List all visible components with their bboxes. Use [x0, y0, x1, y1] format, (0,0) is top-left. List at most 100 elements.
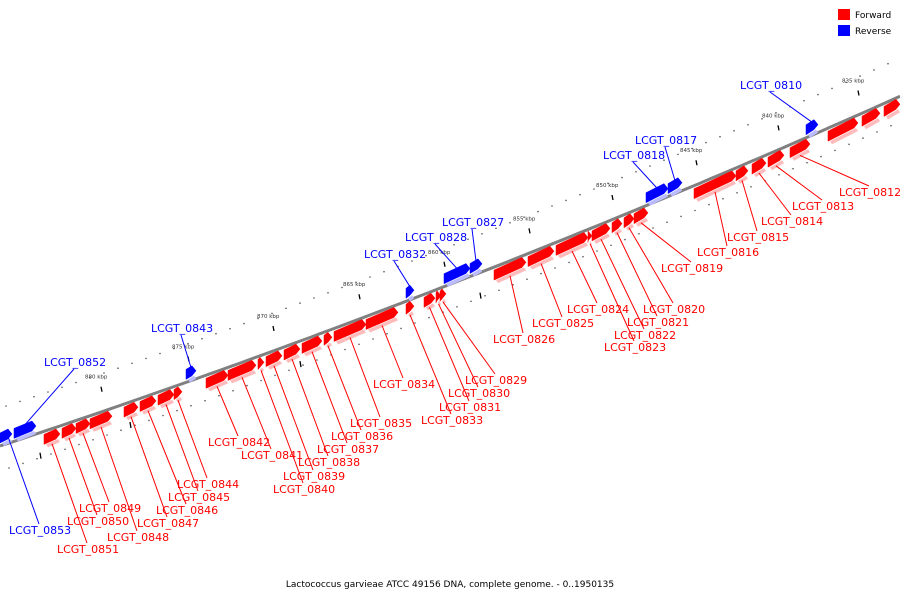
forward-gene[interactable] [173, 386, 183, 401]
forward-gene[interactable] [43, 428, 61, 445]
gene-label[interactable]: LCGT_0851 [57, 543, 119, 556]
forward-gene[interactable] [123, 401, 139, 418]
gene-label[interactable]: LCGT_0845 [168, 491, 230, 504]
gene-label[interactable]: LCGT_0812 [839, 186, 900, 199]
forward-gene[interactable] [611, 218, 623, 234]
forward-gene[interactable] [323, 331, 333, 346]
gene-label[interactable]: LCGT_0819 [661, 262, 723, 275]
gene-label[interactable]: LCGT_0848 [107, 531, 169, 544]
gene-label[interactable]: LCGT_0818 [603, 149, 665, 162]
scale-label: 845 kbp [680, 148, 703, 154]
gene-label[interactable]: LCGT_0823 [604, 341, 666, 354]
gene-label[interactable]: LCGT_0815 [727, 231, 789, 244]
forward-gene[interactable] [555, 232, 589, 256]
forward-gene[interactable] [751, 157, 767, 175]
gene-label[interactable]: LCGT_0841 [241, 449, 303, 462]
reverse-gene[interactable] [805, 119, 819, 136]
gene-label[interactable]: LCGT_0825 [532, 317, 594, 330]
gene-label[interactable]: LCGT_0824 [567, 303, 629, 316]
reverse-gene[interactable] [667, 177, 683, 195]
forward-gene[interactable] [591, 223, 611, 242]
gene-label[interactable]: LCGT_0844 [177, 478, 239, 491]
reverse-gene[interactable] [405, 284, 415, 299]
forward-gene[interactable] [493, 257, 527, 281]
gene-label[interactable]: LCGT_0814 [761, 215, 823, 228]
forward-gene[interactable] [89, 410, 113, 430]
forward-gene[interactable] [61, 423, 77, 439]
reverse-gene[interactable] [645, 183, 669, 204]
gene-label[interactable]: LCGT_0836 [331, 430, 393, 443]
gene-label[interactable]: LCGT_0839 [283, 470, 345, 483]
gene-label[interactable]: LCGT_0838 [298, 456, 360, 469]
forward-gene[interactable] [333, 319, 367, 342]
forward-gene[interactable] [883, 98, 900, 117]
gene-label[interactable]: LCGT_0826 [493, 333, 555, 346]
gene-label[interactable]: LCGT_0827 [442, 216, 504, 229]
gene-label[interactable]: LCGT_0835 [350, 417, 412, 430]
forward-gene[interactable] [365, 307, 399, 330]
forward-gene[interactable] [633, 207, 649, 225]
gene-label[interactable]: LCGT_0822 [614, 329, 676, 342]
scale-dot [498, 289, 500, 292]
forward-gene[interactable] [257, 356, 265, 371]
gene-label[interactable]: LCGT_0828 [405, 231, 467, 244]
scale-label: 840 kbp [762, 113, 785, 119]
gene-label[interactable]: LCGT_0820 [643, 303, 705, 316]
gene-label[interactable]: LCGT_0831 [439, 401, 501, 414]
gene-label[interactable]: LCGT_0852 [44, 356, 106, 369]
reverse-gene[interactable] [443, 263, 471, 285]
forward-gene[interactable] [587, 230, 593, 243]
forward-gene[interactable] [439, 288, 447, 302]
forward-gene[interactable] [623, 213, 635, 229]
gene-label[interactable]: LCGT_0843 [151, 322, 213, 335]
gene-label[interactable]: LCGT_0832 [364, 248, 426, 261]
forward-gene[interactable] [435, 290, 442, 303]
gene-label[interactable]: LCGT_0833 [421, 414, 483, 427]
forward-gene[interactable] [527, 245, 555, 267]
forward-gene[interactable] [301, 335, 323, 354]
scale-dot [218, 394, 220, 397]
gene-label[interactable]: LCGT_0846 [156, 504, 218, 517]
leader-line [434, 243, 458, 269]
gene-label[interactable]: LCGT_0816 [697, 246, 759, 259]
forward-gene[interactable] [205, 370, 229, 389]
forward-gene[interactable] [157, 389, 175, 406]
gene-shadow [754, 168, 766, 178]
gene-label[interactable]: LCGT_0810 [740, 79, 802, 92]
forward-gene[interactable] [827, 117, 859, 142]
gene-label[interactable]: LCGT_0853 [9, 524, 71, 537]
scale-dot [92, 439, 94, 441]
gene-label[interactable]: LCGT_0829 [465, 374, 527, 387]
forward-gene[interactable] [423, 292, 436, 308]
forward-gene[interactable] [789, 138, 811, 159]
forward-gene[interactable] [75, 418, 91, 434]
gene-label[interactable]: LCGT_0847 [137, 517, 199, 530]
forward-gene[interactable] [227, 359, 257, 381]
scale-dot [176, 409, 178, 412]
gene-label[interactable]: LCGT_0849 [79, 502, 141, 515]
gene-label[interactable]: LCGT_0834 [373, 378, 435, 391]
gene-shadow [864, 118, 880, 130]
forward-gene[interactable] [735, 165, 749, 182]
forward-gene[interactable] [405, 300, 415, 315]
reverse-gene[interactable] [469, 258, 483, 274]
forward-gene[interactable] [265, 350, 283, 367]
gene-label[interactable]: LCGT_0840 [273, 483, 335, 496]
reverse-gene[interactable] [0, 428, 13, 444]
forward-gene[interactable] [861, 107, 881, 127]
gene-label[interactable]: LCGT_0817 [635, 134, 697, 147]
reverse-gene[interactable] [13, 420, 37, 439]
gene-label[interactable]: LCGT_0850 [67, 515, 129, 528]
forward-gene[interactable] [693, 170, 737, 200]
forward-gene[interactable] [283, 343, 301, 361]
gene-label[interactable]: LCGT_0842 [208, 436, 270, 449]
forward-gene[interactable] [767, 149, 785, 168]
gene-label[interactable]: LCGT_0821 [627, 316, 689, 329]
gene-label[interactable]: LCGT_0813 [792, 200, 854, 213]
leader-line [130, 416, 168, 518]
gene-label[interactable]: LCGT_0830 [448, 387, 510, 400]
gene-label[interactable]: LCGT_0837 [317, 443, 379, 456]
leader-line [180, 334, 192, 368]
forward-gene[interactable] [139, 395, 157, 412]
